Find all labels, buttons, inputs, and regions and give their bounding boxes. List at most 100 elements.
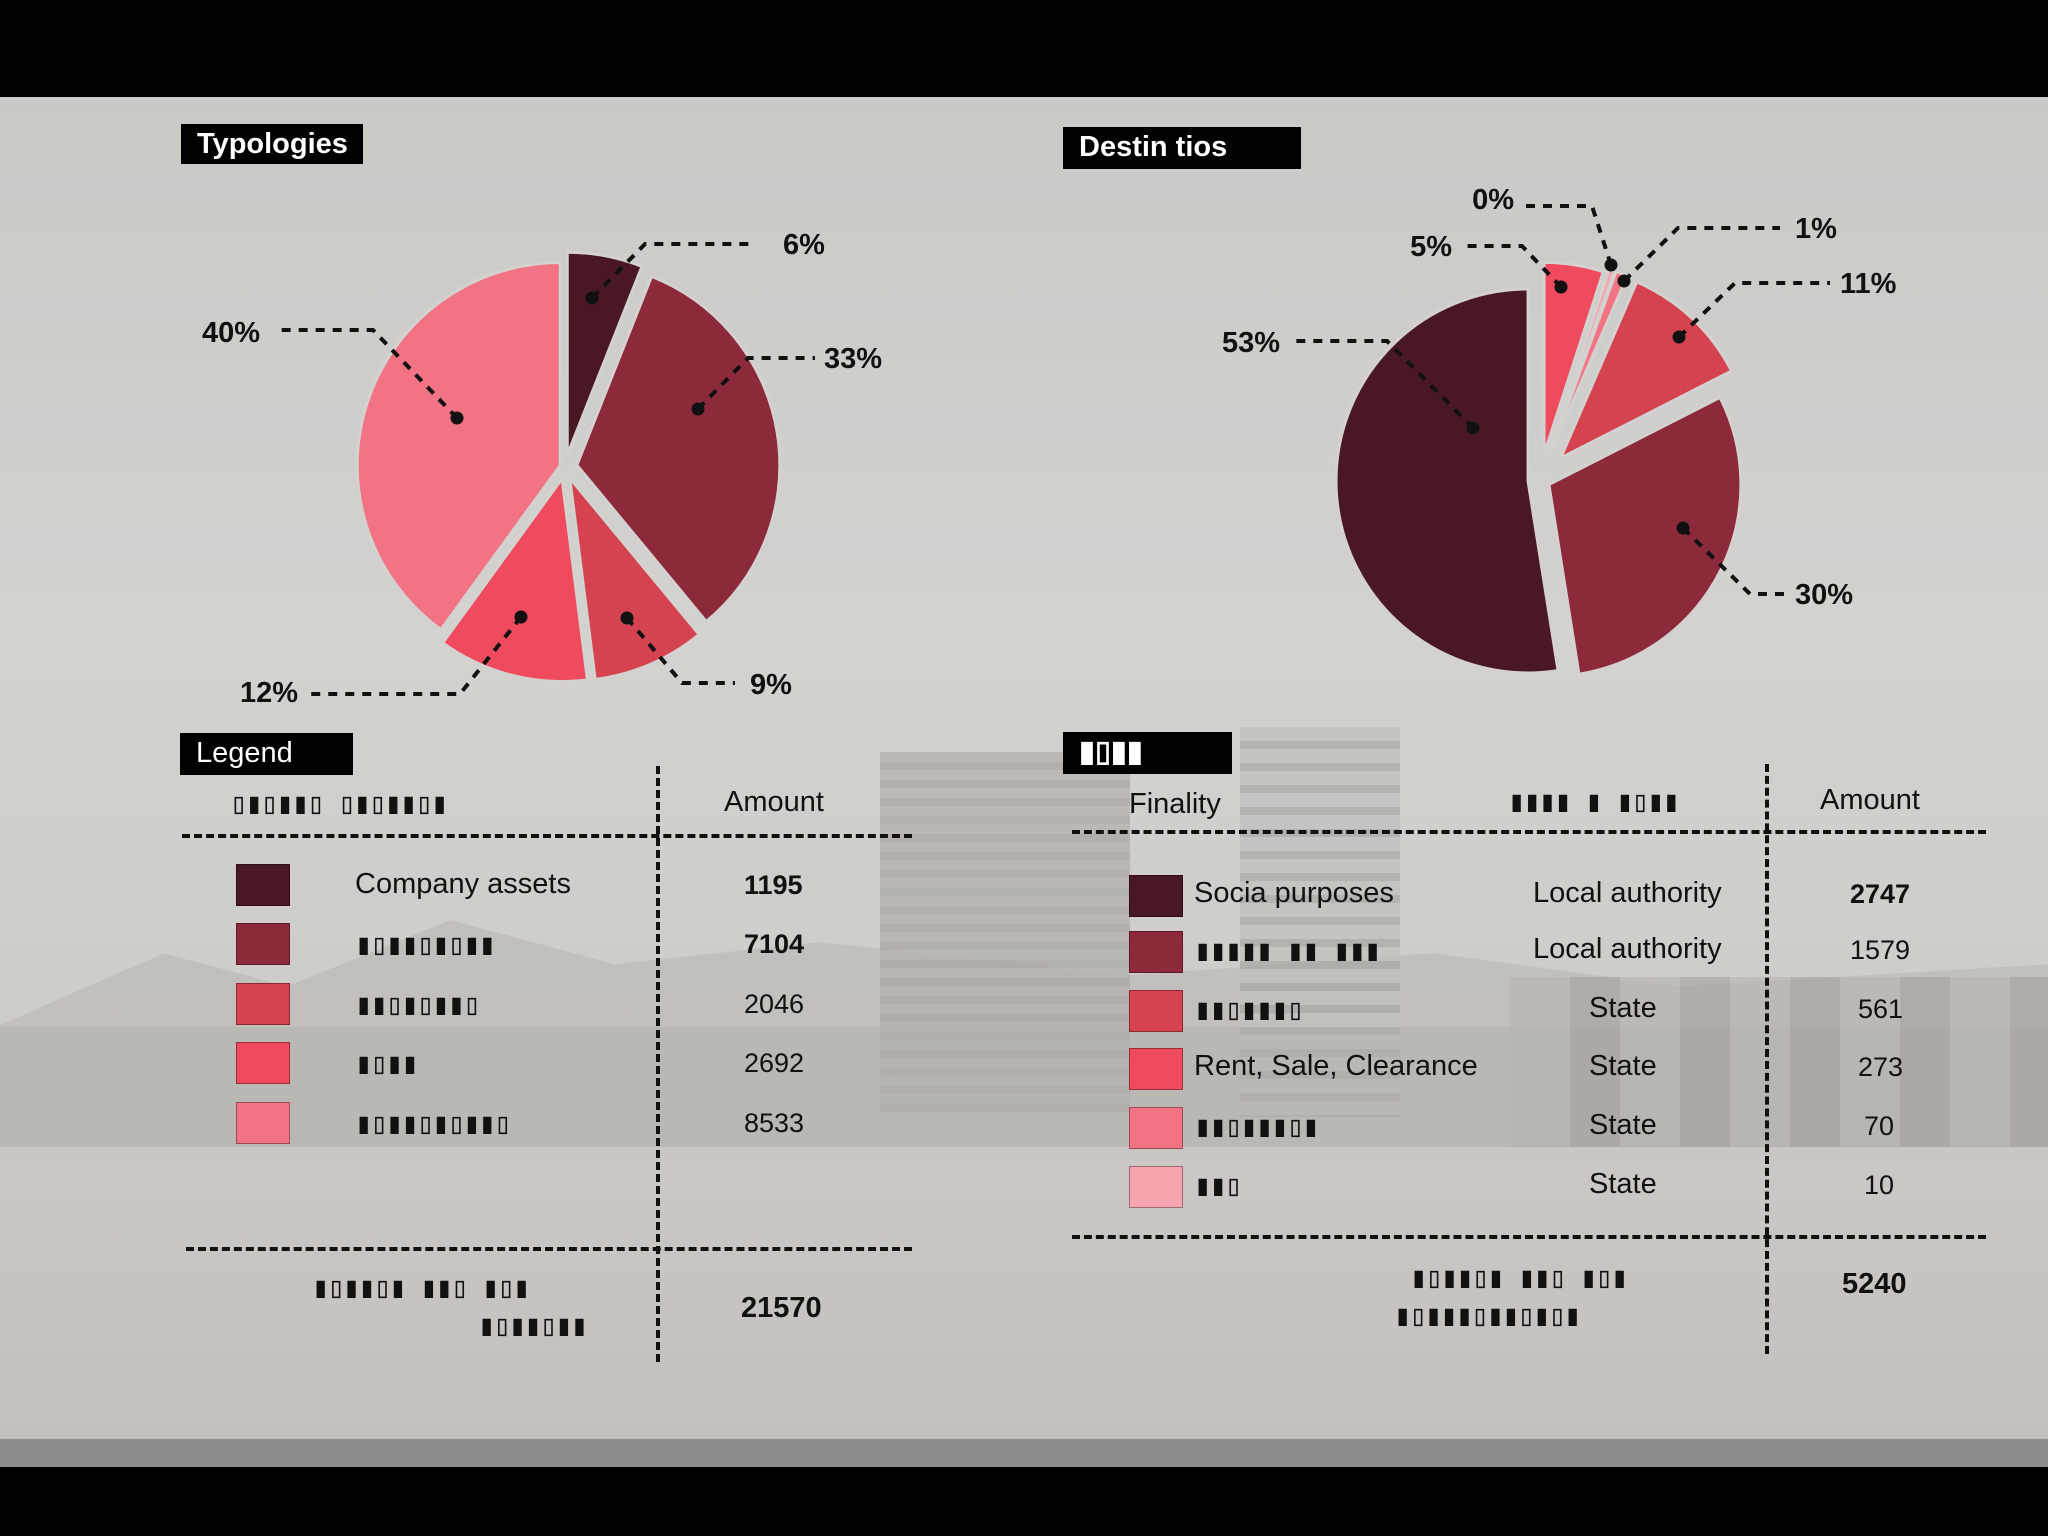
finality-row-authority: State — [1589, 1168, 1657, 1200]
typologies-callout-4-label: 12% — [240, 677, 298, 709]
finality-header-amount: Amount — [1820, 784, 1920, 816]
destinations-callout-5-label: 0% — [1472, 184, 1514, 216]
finality-row-amount: 561 — [1858, 994, 1904, 1024]
typologies-callout-1-leader — [590, 242, 750, 300]
finality-header-divider — [1072, 830, 1986, 834]
typologies-slice-5 — [355, 260, 562, 632]
legend-total-divider — [186, 1247, 912, 1251]
legend-header-left: ▯▮▯▮▮▯ ▯▮▯▮▮▯▮ — [230, 786, 448, 820]
typologies-callout-5-label: 40% — [202, 317, 260, 349]
legend-row-amount: 8533 — [744, 1108, 805, 1138]
legend-swatch — [236, 1102, 290, 1144]
finality-swatch — [1129, 1107, 1183, 1149]
finality-row-authority: Local authority — [1533, 933, 1722, 965]
finality-swatch — [1129, 931, 1183, 973]
destinations-callout-3-label: 11% — [1840, 268, 1897, 300]
finality-total-value: 5240 — [1842, 1268, 1907, 1300]
finality-row-label: Socia purposes — [1194, 877, 1394, 909]
legend-total-value: 21570 — [741, 1292, 822, 1324]
finality-row-amount: 10 — [1864, 1170, 1895, 1200]
finality-row-amount: 273 — [1858, 1052, 1904, 1082]
typologies-callout-3-dot — [620, 611, 634, 625]
pie-charts: 6% 33% 9% 12% 40% 53% 30% 11%1% 0% 5% — [202, 184, 1897, 709]
finality-row-label: ▮▮▮▮▮ ▮▮ ▮▮▮ — [1194, 933, 1382, 967]
typologies-callout-3-leader — [625, 616, 735, 685]
legend-row-amount: 7104 — [744, 929, 805, 959]
legend-swatch — [236, 923, 290, 965]
typologies-callout-3-label: 9% — [750, 669, 792, 701]
destinations-callout-6-label: 5% — [1410, 231, 1452, 263]
destinations-callout-5-dot — [1604, 258, 1618, 272]
legend-swatch — [236, 864, 290, 906]
typologies-callout-5-leader — [277, 328, 459, 420]
destinations-callout-5-leader — [1520, 204, 1613, 266]
finality-swatch — [1129, 1048, 1183, 1090]
typologies-callout-4-dot — [514, 610, 528, 624]
legend-total-label-2: ▮▯▮▮▯▮▮ — [478, 1308, 588, 1342]
destinations-callout-6-leader — [1460, 244, 1563, 289]
destinations-callout-3-dot — [1672, 330, 1686, 344]
legend-header-divider — [182, 834, 912, 838]
legend-row-label: ▮▯▮▮ — [355, 1046, 419, 1080]
legend-swatch — [236, 1042, 290, 1084]
typologies-slice-2 — [575, 274, 782, 624]
finality-row-amount: 2747 — [1850, 879, 1911, 909]
finality-title: ▮▯▮▮ — [1063, 732, 1232, 774]
typologies-callout-1-label: 6% — [783, 229, 825, 261]
destinations-callout-3-leader — [1677, 281, 1830, 339]
finality-column-divider — [1765, 764, 1769, 1354]
finality-swatch — [1129, 990, 1183, 1032]
finality-row-authority: State — [1589, 1050, 1657, 1082]
typologies-slice-3 — [567, 473, 702, 682]
finality-row-label: ▮▮▯▮▮▮▯ — [1194, 992, 1304, 1026]
typologies-callout-5-dot — [450, 411, 464, 425]
background-ground — [0, 1147, 2048, 1439]
destinations-callout-4-leader — [1622, 226, 1780, 283]
finality-row-authority: State — [1589, 992, 1657, 1024]
typologies-callout-1-dot — [585, 291, 599, 305]
finality-total-label-1: ▮▯▮▮▯▮ ▮▮▯ ▮▯▮ — [1410, 1260, 1628, 1294]
slide — [0, 97, 2048, 1439]
destinations-title: Destin tios — [1063, 127, 1301, 169]
typologies-callout-2-leader — [696, 356, 815, 411]
destinations-slice-5 — [1547, 395, 1743, 676]
legend-row-amount: 2046 — [744, 989, 805, 1019]
legend-row-label: ▮▯▮▮▯▮▯▮▮ — [355, 927, 496, 961]
finality-row-label: ▮▮▯▮▮▮▯▮ — [1194, 1109, 1320, 1143]
finality-row-authority: Local authority — [1533, 877, 1722, 909]
legend-row-amount: 1195 — [744, 870, 803, 900]
legend-title: Legend — [180, 733, 353, 775]
destinations-callout-4-label: 1% — [1795, 213, 1837, 245]
destinations-callout-2-leader — [1681, 526, 1790, 596]
legend-row-label: ▮▮▯▮▯▮▮▯ — [355, 987, 481, 1021]
typologies-slice-1 — [565, 250, 644, 456]
typologies-title: Typologies — [181, 124, 363, 164]
legend-row-label: Company assets — [355, 868, 571, 900]
background-arched-building — [1510, 977, 2048, 1147]
destinations-slice-4 — [1557, 279, 1734, 462]
destinations-callout-4-dot — [1617, 274, 1631, 288]
finality-header-middle: ▮▮▮▮ ▮ ▮▯▮▮ — [1508, 784, 1680, 818]
slide-bottom-bar — [0, 1439, 2048, 1467]
finality-swatch — [1129, 1166, 1183, 1208]
legend-column-divider — [656, 766, 660, 1362]
finality-row-label: Rent, Sale, Clearance — [1194, 1050, 1478, 1082]
finality-row-amount: 70 — [1864, 1111, 1895, 1141]
destinations-callout-1-label: 53% — [1222, 327, 1280, 359]
destinations-callout-2-dot — [1676, 521, 1690, 535]
destinations-callout-6-dot — [1554, 280, 1568, 294]
destinations-callout-1-dot — [1466, 421, 1480, 435]
legend-swatch — [236, 983, 290, 1025]
finality-total-divider — [1072, 1235, 1986, 1239]
legend-row-label: ▮▯▮▮▯▮▯▮▮▯ — [355, 1106, 512, 1140]
finality-header-finality: Finality — [1129, 788, 1221, 820]
destinations-callout-1-leader — [1295, 339, 1475, 430]
legend-total-label-1: ▮▯▮▮▯▮ ▮▮▯ ▮▯▮ — [312, 1270, 530, 1304]
finality-row-label: ▮▮▯ — [1194, 1168, 1242, 1202]
destinations-callout-2-label: 30% — [1795, 579, 1853, 611]
destinations-slice-6 — [1334, 287, 1560, 675]
typologies-callout-2-dot — [691, 402, 705, 416]
finality-total-label-2: ▮▯▮▮▮▯▮▮▯▮▯▮ — [1394, 1298, 1582, 1332]
legend-header-amount: Amount — [724, 786, 824, 818]
